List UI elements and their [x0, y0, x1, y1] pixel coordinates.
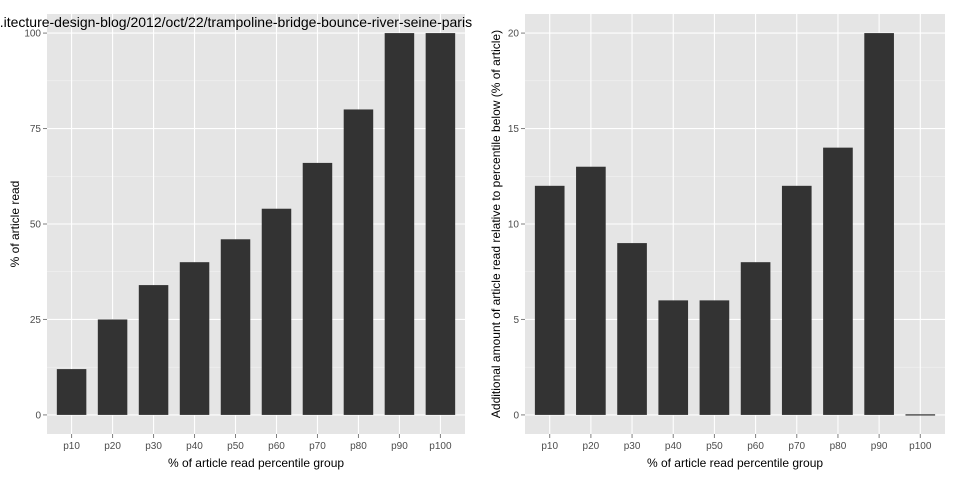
y-tick-label: 20 [508, 29, 520, 40]
y-tick-label: 100 [24, 29, 41, 40]
x-tick-label: p40 [665, 441, 682, 452]
x-tick-label: p80 [830, 441, 847, 452]
x-tick-label: p60 [747, 441, 764, 452]
bar-p100 [905, 414, 936, 416]
x-tick-label: p80 [350, 441, 367, 452]
bar-p20 [97, 319, 128, 415]
bar-p100 [425, 33, 456, 415]
x-tick-label: p40 [186, 441, 203, 452]
bar-p60 [740, 262, 771, 415]
x-tick-label: p50 [227, 441, 244, 452]
y-tick-label: 10 [508, 220, 520, 231]
x-tick-label: p10 [63, 441, 80, 452]
bar-p70 [302, 162, 333, 415]
x-axis-title: % of article read percentile group [168, 456, 344, 470]
bar-p80 [823, 147, 853, 415]
bar-p40 [658, 300, 689, 415]
y-tick-label: 50 [30, 220, 42, 231]
bar-p70 [781, 185, 812, 415]
chart-title: ...itecture-design-blog/2012/oct/22/tram… [0, 14, 472, 30]
bar-p80 [343, 109, 374, 415]
y-axis-title: Additional amount of article read relati… [489, 30, 503, 418]
bar-p90 [864, 33, 894, 415]
y-tick-label: 0 [513, 410, 519, 421]
x-tick-label: p60 [268, 441, 285, 452]
bar-p30 [617, 243, 647, 415]
bar-p60 [261, 208, 292, 415]
x-tick-label: p20 [104, 441, 121, 452]
bar-p30 [138, 285, 169, 415]
bar-p40 [179, 262, 210, 415]
bar-p10 [534, 185, 565, 415]
chart-additional-read: 0 5 10 15 20 p10 p20 p30 p40 p50 p60 p70 p80 p90 p100%… [489, 14, 945, 470]
bar-p20 [576, 166, 606, 415]
bar-p50 [220, 239, 251, 415]
bar-p10 [56, 369, 87, 415]
x-tick-label: p70 [309, 441, 326, 452]
x-tick-label: p90 [871, 441, 888, 452]
x-tick-label: p90 [391, 441, 408, 452]
x-tick-label: p10 [541, 441, 558, 452]
y-tick-label: 5 [513, 315, 519, 326]
y-tick-label: 15 [508, 124, 520, 135]
bar-p50 [699, 300, 730, 415]
x-tick-label: p20 [583, 441, 600, 452]
x-tick-label: p70 [788, 441, 805, 452]
y-axis-title: % of article read [8, 181, 22, 268]
x-tick-label: p100 [429, 441, 452, 452]
x-tick-label: p50 [706, 441, 723, 452]
y-tick-label: 0 [35, 410, 41, 421]
x-axis-title: % of article read percentile group [647, 456, 823, 470]
chart-article-read: 0 25 50 75 100 p10 p20 p30 p40 p50 p60 p70 p80 p90 p10… [0, 14, 472, 470]
bar-p90 [384, 33, 415, 415]
x-tick-label: p30 [624, 441, 641, 452]
x-tick-label: p100 [909, 441, 932, 452]
y-tick-label: 75 [30, 124, 42, 135]
x-tick-label: p30 [145, 441, 162, 452]
y-tick-label: 25 [30, 315, 42, 326]
